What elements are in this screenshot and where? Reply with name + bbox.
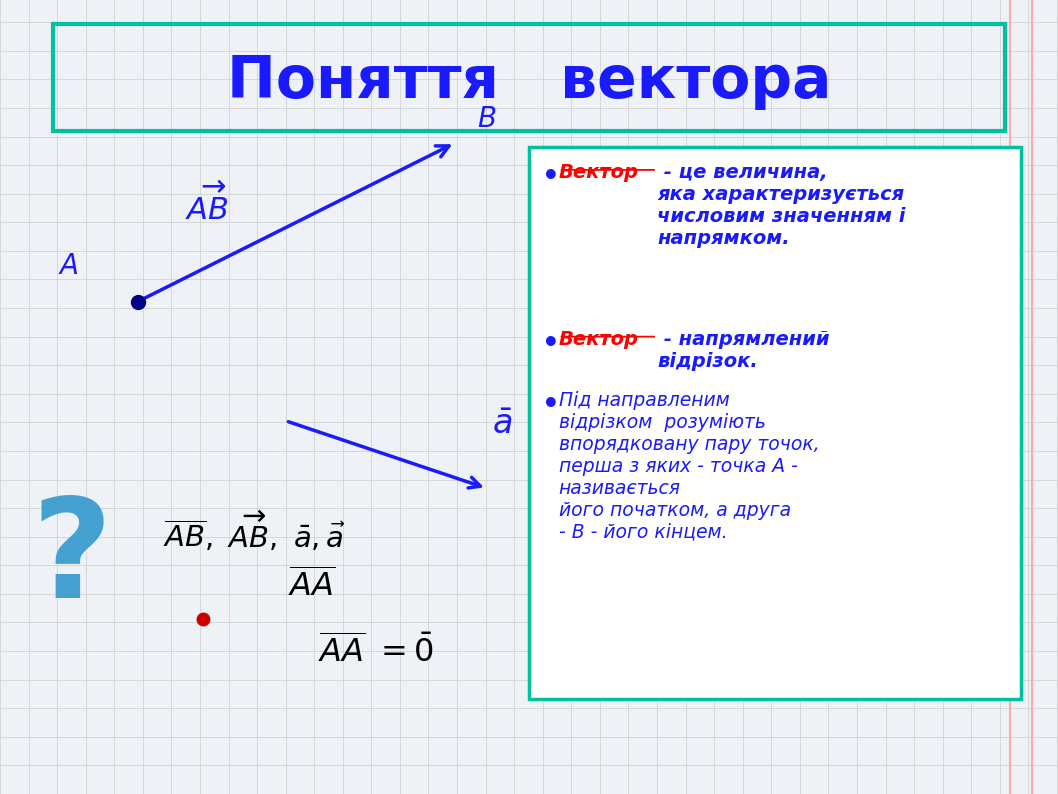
Text: $\overline{AA}$: $\overline{AA}$	[289, 569, 335, 603]
Text: •: •	[542, 391, 560, 418]
Text: $\overline{AB},\ \overrightarrow{AB},\ \bar{a},\vec{a}$: $\overline{AB},\ \overrightarrow{AB},\ \…	[163, 510, 345, 554]
Bar	[53, 24, 1005, 131]
Text: Під направленим
відрізком  розуміють
впорядковану пару точок,
перша з яких - точ: Під направленим відрізком розуміють впор…	[559, 391, 819, 542]
Text: $\overrightarrow{AB}$: $\overrightarrow{AB}$	[184, 183, 229, 226]
Text: Вектор: Вектор	[559, 163, 639, 182]
Text: $\mathit{B}$: $\mathit{B}$	[477, 105, 496, 133]
Text: ?: ?	[32, 492, 112, 627]
Text: - це величина,
яка характеризується
числовим значенням і
напрямком.: - це величина, яка характеризується числ…	[657, 163, 906, 248]
Text: - напрямлений
відрізок.: - напрямлений відрізок.	[657, 330, 829, 371]
Text: Поняття   вектора: Поняття вектора	[226, 53, 832, 110]
Text: Вектор: Вектор	[559, 330, 639, 349]
Bar	[529, 147, 1021, 699]
Text: •: •	[542, 330, 560, 357]
Text: $\overline{AA}\ =\bar{0}$: $\overline{AA}\ =\bar{0}$	[317, 635, 434, 670]
Text: $\mathit{A}$: $\mathit{A}$	[58, 252, 79, 280]
Text: •: •	[542, 163, 560, 191]
Text: $\bar{a}$: $\bar{a}$	[492, 408, 513, 441]
